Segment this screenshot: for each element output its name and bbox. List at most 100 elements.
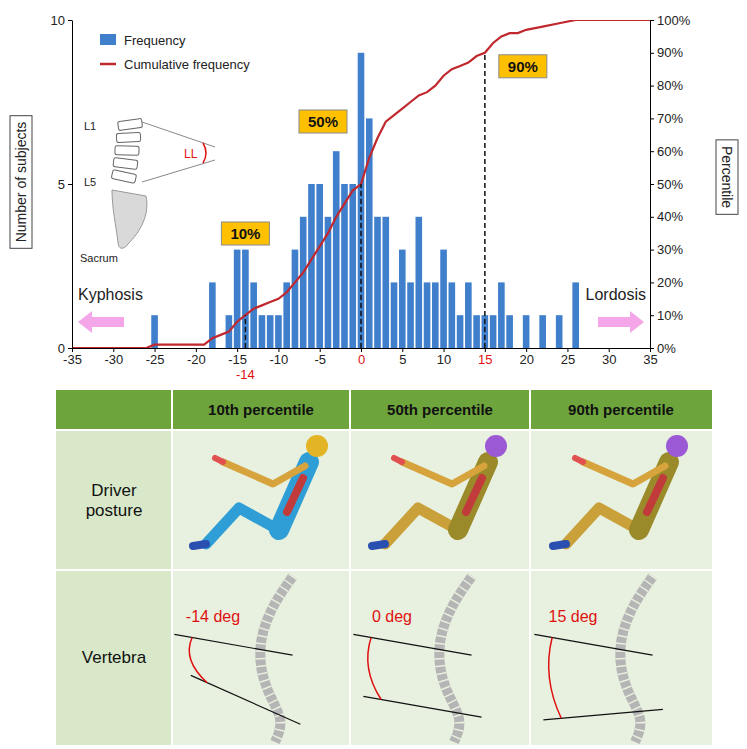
bar: [358, 53, 365, 348]
y2-axis-tick: 30%: [650, 242, 683, 257]
vertebra-figure: -14 deg: [174, 576, 300, 742]
x-axis-tick: 5: [399, 348, 406, 367]
bar: [292, 250, 299, 348]
y2-axis-tick: 40%: [650, 209, 683, 224]
tick-mark: [650, 184, 654, 185]
driver-figure: [372, 435, 507, 546]
bar: [432, 282, 439, 348]
x-axis-tick: 10: [437, 348, 451, 367]
y2-axis-tick: 70%: [650, 111, 683, 126]
tick-mark: [650, 315, 654, 316]
y-title-text: Number of subjects: [13, 122, 29, 243]
direction-label: Lordosis: [586, 286, 646, 303]
tick-label: -10: [270, 352, 289, 367]
bar: [424, 282, 431, 348]
percentile-label: 90%: [508, 58, 538, 75]
tick-label: 40%: [657, 209, 683, 224]
percentile-box: 50%: [299, 110, 347, 133]
vertebra-figure: 15 deg: [534, 576, 663, 742]
inset-label: LL: [184, 147, 198, 161]
x-axis-tick: -10: [270, 348, 289, 367]
body-part: [647, 478, 663, 512]
spine-gaps: [260, 576, 293, 742]
tick-mark: [650, 250, 654, 251]
y2-axis-tick: 100%: [650, 13, 691, 28]
table-cell: [172, 430, 350, 570]
bar: [333, 151, 340, 348]
body-part: [206, 508, 279, 544]
tick-mark: [68, 20, 72, 21]
body-part: [394, 458, 402, 462]
body-part: [223, 462, 305, 484]
tick-label: -5: [314, 352, 326, 367]
x-axis-tick: 25: [561, 348, 575, 367]
x-axis-tick: 30: [602, 348, 616, 367]
vertebra-icon: [115, 146, 139, 156]
body-part: [553, 544, 566, 546]
plot-area: [72, 20, 650, 348]
x-axis-tick: -35: [63, 348, 82, 367]
y-axis: 0510: [51, 13, 73, 356]
y2-title: Percentile: [716, 140, 738, 214]
table-cell: [350, 570, 530, 745]
bar: [556, 315, 563, 348]
tick-label: 25: [561, 352, 575, 367]
x-axis-tick: -15: [228, 348, 247, 367]
column-header: 90th percentile: [568, 401, 674, 418]
legend-label: Frequency: [124, 33, 186, 48]
vertebra-figure: 0 deg: [353, 576, 481, 742]
table-cell: [56, 430, 172, 570]
angle-arc: [549, 637, 562, 718]
y2-axis-tick: 60%: [650, 144, 683, 159]
tick-mark: [650, 53, 654, 54]
y2-axis-tick: 0%: [650, 341, 676, 356]
lumbar-inset: L1L5LLSacrum: [80, 118, 215, 264]
driver-figure: [193, 435, 328, 546]
x-axis-tick: 15: [478, 348, 492, 367]
x-axis-tick: 0: [358, 348, 365, 367]
x-axis-tick: -25: [146, 348, 165, 367]
direction-label: Kyphosis: [78, 286, 143, 303]
tick-label: 10: [51, 13, 65, 28]
tick-label: 20: [519, 352, 533, 367]
head: [306, 435, 328, 457]
table-border: [349, 390, 351, 745]
y-axis-tick: 0: [58, 341, 72, 356]
driver-figure: [553, 435, 688, 546]
percentile-line: [245, 315, 247, 348]
percentile-label: 10%: [230, 225, 260, 242]
tick-mark: [650, 86, 654, 87]
body-part: [287, 478, 303, 512]
bar: [234, 250, 241, 348]
tick-label: 0: [58, 341, 65, 356]
ll-line: [142, 122, 215, 147]
tick-mark: [650, 20, 654, 21]
body-part: [575, 458, 583, 462]
percentile-box: 10%: [221, 222, 269, 245]
percentile-line: [484, 53, 486, 348]
x-axis-tick: -5: [314, 348, 326, 367]
tick-label: -30: [104, 352, 123, 367]
bar: [407, 282, 414, 348]
axis-title-box: [716, 140, 738, 214]
figure: -35-30-25-20-15-10-50510152025303505100%…: [0, 0, 747, 749]
body-part: [372, 544, 385, 546]
tick-label: 0%: [657, 341, 676, 356]
table-border: [529, 390, 531, 745]
tick-label: 5: [399, 352, 406, 367]
body-part: [583, 462, 665, 484]
bar: [316, 184, 323, 348]
bar: [308, 184, 315, 348]
bar: [151, 315, 158, 348]
bar: [259, 315, 266, 348]
table-cell: [56, 570, 172, 745]
y2-axis-tick: 90%: [650, 45, 683, 60]
y-axis-line: [72, 21, 73, 349]
sacrum-icon: [112, 190, 147, 248]
percentile-x-label: -14: [236, 367, 255, 382]
body-part: [566, 508, 639, 544]
tick-mark: [68, 348, 72, 349]
x-axis-tick: 35: [643, 348, 657, 367]
bar: [572, 282, 579, 348]
inset-label: L5: [84, 176, 96, 188]
